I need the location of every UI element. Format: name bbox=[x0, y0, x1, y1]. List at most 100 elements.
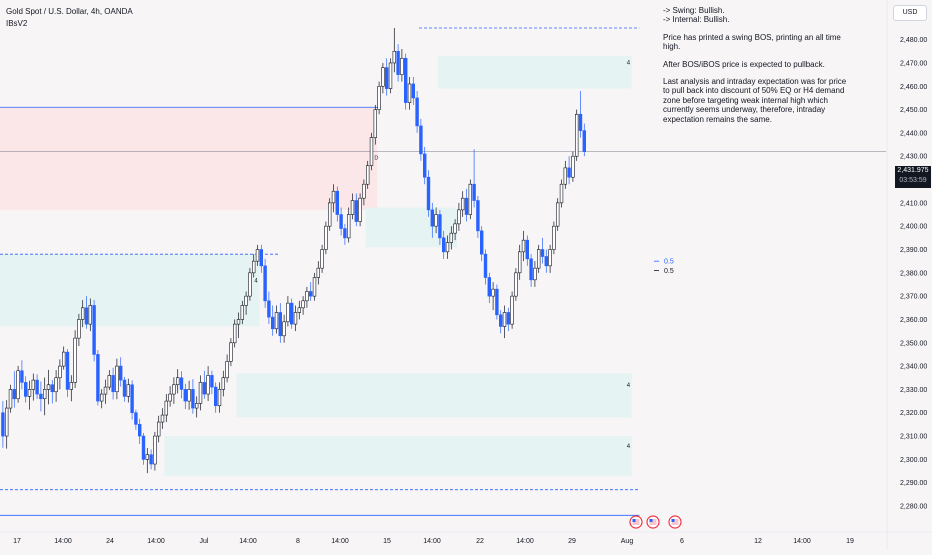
event-icon-3[interactable] bbox=[668, 515, 682, 529]
currency-button[interactable]: USD bbox=[893, 5, 927, 21]
zone-label-2: 4 bbox=[627, 60, 631, 66]
candle-body-78 bbox=[297, 307, 301, 313]
candle-body-99 bbox=[377, 85, 381, 110]
price-axis: 2,280.00 2,290.00 2,300.00 2,310.00 2,320.00… bbox=[886, 0, 932, 550]
candle-body-132 bbox=[502, 312, 507, 327]
y-tick-label-5: 2,330.00 bbox=[900, 387, 927, 394]
candle-body-94 bbox=[358, 197, 362, 222]
candle-body-140 bbox=[533, 267, 537, 281]
candle-body-16 bbox=[61, 351, 66, 367]
candle-body-129 bbox=[491, 288, 495, 297]
candle-body-57 bbox=[217, 389, 222, 407]
candle-body-31 bbox=[119, 365, 123, 381]
y-tick-label-15: 2,430.00 bbox=[900, 154, 927, 161]
candle-body-23 bbox=[88, 305, 93, 325]
candle-body-151 bbox=[574, 113, 579, 157]
candle-body-67 bbox=[255, 249, 260, 262]
candle-body-101 bbox=[384, 67, 389, 89]
candle-body-66 bbox=[252, 260, 256, 274]
chart-labels: 0.5 0.5 D bbox=[374, 156, 673, 275]
candle-body-33 bbox=[126, 384, 131, 397]
candle-body-35 bbox=[134, 412, 138, 425]
y-tick-label-19: 2,470.00 bbox=[900, 60, 927, 67]
candle-body-81 bbox=[308, 291, 313, 297]
candle-body-103 bbox=[392, 51, 396, 64]
y-tick-label-20: 2,480.00 bbox=[900, 37, 927, 44]
candle-body-10 bbox=[39, 393, 43, 400]
candle-body-114 bbox=[434, 214, 438, 227]
candle-body-76 bbox=[289, 302, 294, 325]
candle-body-75 bbox=[286, 302, 290, 323]
x-tick-label-13: Aug bbox=[621, 538, 634, 545]
candle-body-117 bbox=[445, 242, 450, 253]
candle-body-146 bbox=[555, 202, 560, 227]
note-paragraph-3: Last analysis and intraday expectation w… bbox=[663, 77, 847, 124]
candle-body-131 bbox=[498, 314, 503, 327]
y-tick-label-6: 2,340.00 bbox=[900, 364, 927, 371]
candle-body-3 bbox=[12, 389, 16, 400]
candle-body-18 bbox=[69, 382, 74, 390]
candle-body-150 bbox=[571, 155, 575, 178]
candle-body-121 bbox=[460, 197, 465, 211]
candle-body-54 bbox=[206, 375, 210, 395]
y-tick-label-13: 2,410.00 bbox=[900, 200, 927, 207]
candle-body-85 bbox=[324, 225, 328, 250]
candle-body-93 bbox=[354, 200, 358, 222]
candle-body-46 bbox=[176, 377, 180, 386]
candle-body-87 bbox=[331, 190, 336, 204]
symbol-title[interactable]: Gold Spot / U.S. Dollar, 4h, OANDA bbox=[6, 7, 133, 16]
event-icon-2[interactable] bbox=[646, 515, 660, 529]
candle-body-100 bbox=[381, 67, 385, 87]
x-tick-label-12: 29 bbox=[568, 538, 576, 545]
candle-body-30 bbox=[115, 365, 119, 393]
y-tick-label-2: 2,300.00 bbox=[900, 457, 927, 464]
candle-body-11 bbox=[42, 389, 47, 400]
y-tick-label-17: 2,450.00 bbox=[900, 107, 927, 114]
candle-body-89 bbox=[339, 214, 343, 229]
x-tick-label-5: 14:00 bbox=[239, 538, 257, 545]
candle-body-72 bbox=[274, 312, 279, 330]
candle-body-8 bbox=[31, 379, 35, 390]
supply-zone-0 bbox=[0, 107, 378, 210]
zone-label-4: 4 bbox=[627, 383, 631, 389]
flag-icon-body-1 bbox=[649, 519, 657, 525]
candle-body-74 bbox=[282, 321, 286, 337]
candle-body-90 bbox=[343, 228, 347, 239]
y-tick-label-3: 2,310.00 bbox=[900, 434, 927, 441]
x-tick-label-4: Jul bbox=[200, 538, 209, 545]
candle-body-73 bbox=[278, 312, 282, 337]
y-tick-label-9: 2,370.00 bbox=[900, 294, 927, 301]
candle-body-34 bbox=[130, 384, 134, 414]
x-tick-label-0: 17 bbox=[13, 538, 21, 545]
candle-body-126 bbox=[479, 230, 484, 255]
candle-body-37 bbox=[141, 435, 146, 460]
candle-body-9 bbox=[35, 379, 39, 395]
note-swing: -> Swing: Bullish. bbox=[663, 6, 725, 15]
candle-body-51 bbox=[195, 403, 199, 409]
indicator-name[interactable]: IBsV2 bbox=[6, 19, 28, 28]
candle-body-38 bbox=[145, 454, 149, 460]
y-tick-label-8: 2,360.00 bbox=[900, 317, 927, 324]
candle-body-147 bbox=[559, 183, 564, 204]
note-paragraph-2: After BOS/iBOS price is expected to pull… bbox=[663, 59, 825, 69]
candle-body-145 bbox=[552, 225, 556, 250]
candle-body-148 bbox=[563, 167, 568, 185]
candle-body-119 bbox=[453, 223, 457, 234]
candle-body-98 bbox=[373, 109, 377, 138]
chart-header: Gold Spot / U.S. Dollar, 4h, OANDA IBsV2 bbox=[6, 6, 133, 30]
candle-body-110 bbox=[419, 125, 423, 155]
y-tick-label-7: 2,350.00 bbox=[900, 340, 927, 347]
x-tick-label-14: 6 bbox=[680, 538, 684, 545]
candle-body-45 bbox=[172, 384, 176, 395]
event-icon-1[interactable] bbox=[629, 515, 643, 529]
candle-body-28 bbox=[107, 375, 112, 388]
candle-body-2 bbox=[8, 389, 13, 409]
candle-body-115 bbox=[438, 214, 442, 239]
candle-body-84 bbox=[320, 249, 324, 269]
analysis-note: -> Swing: Bullish. -> Internal: Bullish.… bbox=[663, 6, 849, 132]
x-tick-label-16: 14:00 bbox=[793, 538, 811, 545]
candle-body-22 bbox=[84, 307, 89, 325]
note-internal: -> Internal: Bullish. bbox=[663, 15, 730, 25]
